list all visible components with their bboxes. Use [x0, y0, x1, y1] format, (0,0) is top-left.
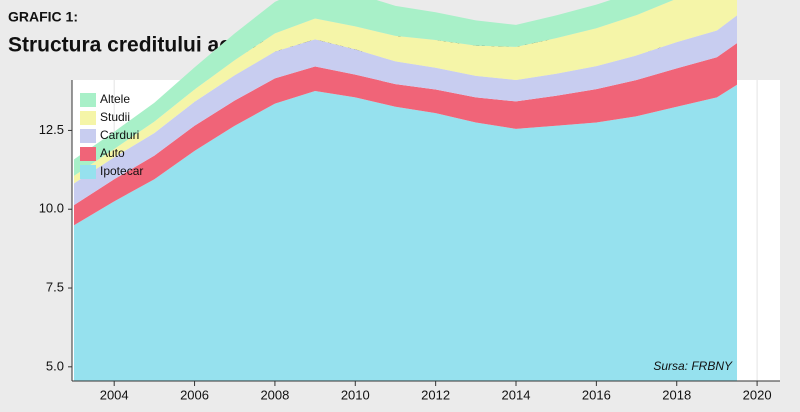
legend-swatch	[80, 93, 96, 107]
x-tick-label: 2004	[100, 387, 129, 402]
legend-label: Auto	[100, 146, 125, 160]
x-tick-label: 2008	[260, 387, 289, 402]
y-tick-label: 10.0	[39, 201, 64, 216]
x-tick-label: 2018	[662, 387, 691, 402]
legend-label: Altele	[100, 92, 130, 106]
x-tick-label: 2010	[341, 387, 370, 402]
area	[74, 84, 738, 381]
x-tick-label: 2020	[743, 387, 772, 402]
area	[74, 43, 738, 226]
legend-swatch	[80, 111, 96, 125]
x-tick-label: 2012	[421, 387, 450, 402]
legend-swatch	[80, 165, 96, 179]
x-tick-label: 2006	[180, 387, 209, 402]
x-tick-label: 2014	[502, 387, 531, 402]
chart-kicker: GRAFIC 1:	[8, 9, 78, 25]
x-tick-label: 2016	[582, 387, 611, 402]
legend-label: Carduri	[100, 128, 139, 142]
legend-label: Ipotecar	[100, 164, 143, 178]
annotation: Sursa: FRBNY	[653, 359, 733, 373]
legend-label: Studii	[100, 110, 130, 124]
y-tick-label: 7.5	[46, 279, 64, 294]
y-tick-label: 5.0	[46, 358, 64, 373]
y-tick-label: 12.5	[39, 122, 64, 137]
area	[74, 15, 738, 206]
area	[74, 0, 738, 184]
legend-swatch	[80, 129, 96, 143]
area	[74, 0, 674, 176]
legend-swatch	[80, 147, 96, 161]
